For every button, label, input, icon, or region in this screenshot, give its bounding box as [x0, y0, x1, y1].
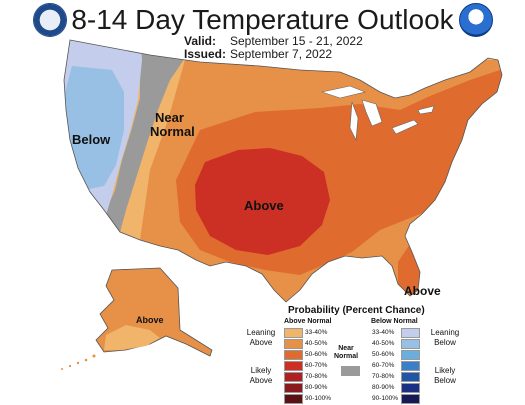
below-bin-percent-3: 60-70%	[372, 362, 395, 369]
above-bin-percent-3: 60-70%	[305, 362, 328, 369]
above-bin-percent-5: 80-90%	[305, 384, 328, 391]
issued-label: Issued:	[184, 47, 227, 61]
near-normal-label-line2: Normal	[150, 124, 195, 139]
above-center-label: Above	[244, 198, 284, 213]
page-title: 8-14 Day Temperature Outlook	[71, 4, 454, 35]
below-bin-swatch-4	[401, 372, 420, 382]
above-bin-percent-2: 50-60%	[305, 351, 328, 358]
near-normal-swatch	[341, 366, 360, 376]
above-bin-swatch-0	[284, 328, 303, 338]
above-florida-label: Above	[404, 284, 441, 298]
below-label: Below	[72, 132, 111, 147]
above-bin-percent-4: 70-80%	[305, 373, 328, 380]
issued-line: Issued: September 7, 2022	[184, 47, 332, 61]
leaning-above-label: Leaning Above	[246, 328, 276, 347]
alaska-light-region	[104, 325, 160, 350]
likely-below-label: Likely Below	[434, 366, 456, 385]
below-bin-swatch-5	[401, 383, 420, 393]
commerce-seal-icon	[33, 3, 67, 37]
above-bin-swatch-6	[284, 394, 303, 404]
above-bin-swatch-5	[284, 383, 303, 393]
below-bin-percent-5: 80-90%	[372, 384, 395, 391]
likely-above-label: Likely Above	[249, 366, 273, 385]
leaning-below-label: Leaning Below	[430, 328, 460, 347]
above-60-70-region	[195, 148, 330, 255]
valid-value: September 15 - 21, 2022	[230, 34, 363, 48]
above-bin-swatch-1	[284, 339, 303, 349]
below-40-50-region	[64, 66, 124, 190]
below-bin-swatch-3	[401, 361, 420, 371]
above-bin-percent-1: 40-50%	[305, 340, 328, 347]
below-bin-swatch-6	[401, 394, 420, 404]
above-bin-swatch-2	[284, 350, 303, 360]
below-bin-swatch-1	[401, 339, 420, 349]
near-normal-region	[102, 40, 185, 240]
great-lakes	[320, 85, 435, 142]
legend-title: Probability (Percent Chance)	[288, 305, 425, 316]
near-normal-legend-label: Near Normal	[334, 345, 359, 360]
noaa-logo-icon	[459, 3, 493, 37]
below-bin-percent-2: 50-60%	[372, 351, 395, 358]
above-bin-percent-6: 90-100%	[305, 395, 332, 402]
valid-line: Valid: September 15 - 21, 2022	[184, 34, 363, 48]
above-bin-swatch-3	[284, 361, 303, 371]
above-alaska-label: Above	[136, 315, 164, 325]
below-bin-percent-1: 40-50%	[372, 340, 395, 347]
above-bin-percent-0: 33-40%	[305, 329, 328, 336]
valid-label: Valid:	[184, 34, 217, 48]
below-bin-swatch-2	[401, 350, 420, 360]
below-bin-percent-0: 33-40%	[372, 329, 395, 336]
above-normal-header: Above Normal	[284, 318, 332, 325]
conus-outline	[63, 39, 503, 303]
near-normal-label-line1: Near	[155, 110, 184, 125]
aleutian-islands	[61, 354, 96, 370]
below-bin-percent-6: 90-100%	[372, 395, 399, 402]
below-bin-percent-4: 70-80%	[372, 373, 395, 380]
above-bin-swatch-4	[284, 372, 303, 382]
issued-value: September 7, 2022	[230, 47, 333, 61]
below-normal-header: Below Normal	[371, 318, 418, 325]
below-bin-swatch-0	[401, 328, 420, 338]
